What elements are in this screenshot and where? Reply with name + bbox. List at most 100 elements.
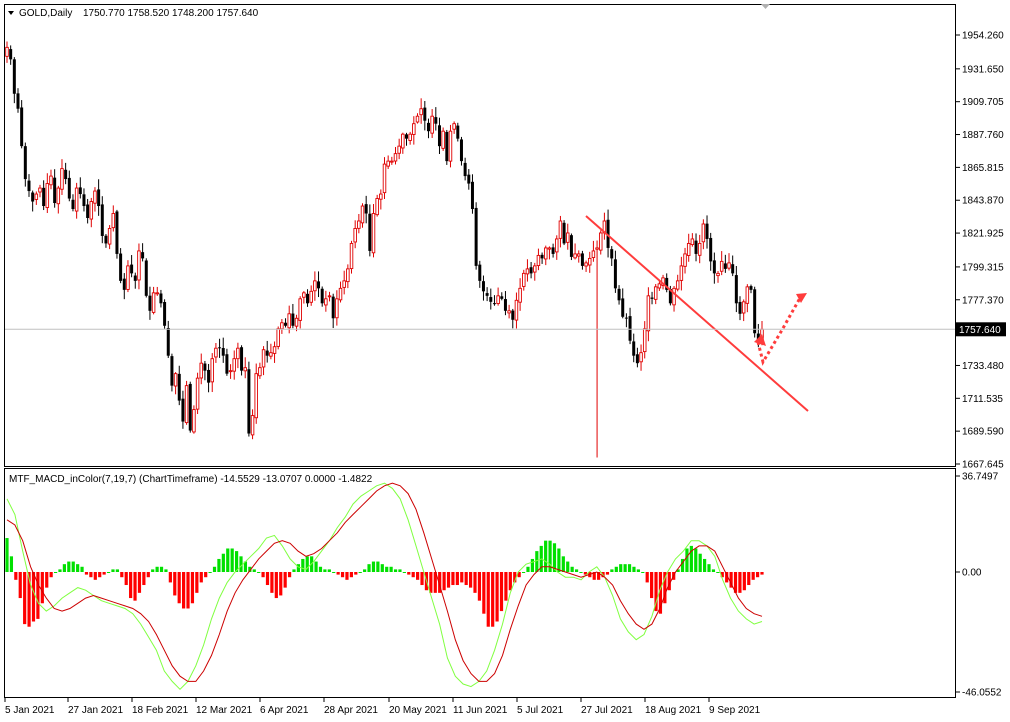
candle — [368, 204, 372, 257]
macd-histogram-bar — [393, 569, 398, 572]
candle — [613, 250, 617, 293]
macd-histogram-bar — [433, 572, 437, 593]
candle — [547, 246, 552, 260]
candle — [34, 191, 39, 205]
candle — [97, 179, 101, 216]
candle — [474, 202, 478, 270]
macd-histogram-bar — [402, 572, 406, 573]
candle — [56, 185, 61, 214]
candle — [511, 308, 515, 329]
candle — [437, 117, 441, 154]
candle — [566, 223, 570, 250]
candle — [562, 220, 566, 246]
candle — [342, 270, 346, 295]
candle — [544, 245, 548, 266]
candle — [144, 258, 148, 298]
candle — [653, 284, 658, 305]
candle — [382, 157, 387, 199]
candle — [496, 287, 500, 306]
macd-histogram-bar — [234, 551, 239, 572]
macd-histogram-bar — [663, 572, 667, 604]
candle — [426, 118, 430, 139]
x-tick-label: 18 Aug 2021 — [645, 705, 702, 716]
candle — [404, 132, 408, 146]
candle — [712, 252, 716, 284]
candle — [683, 247, 687, 274]
macd-histogram-bar — [760, 572, 764, 575]
macd-histogram-bar — [93, 572, 97, 580]
candle — [141, 243, 145, 262]
macd-histogram-bar — [204, 572, 208, 578]
candle — [188, 381, 192, 433]
x-tick-label: 20 May 2021 — [389, 705, 447, 716]
macd-histogram-bar — [711, 569, 716, 572]
macd-histogram-bar — [168, 572, 172, 583]
candle — [371, 204, 376, 258]
candle — [518, 278, 522, 311]
candle — [218, 338, 222, 358]
candle — [430, 109, 434, 138]
x-axis: 5 Jan 2021 27 Jan 2021 18 Feb 2021 12 Mar 2… — [4, 697, 761, 716]
candle — [719, 251, 724, 276]
macd-histogram-bar — [53, 572, 58, 573]
macd-histogram-bar — [574, 569, 579, 572]
macd-histogram-bar — [49, 572, 53, 578]
macd-histogram-bar — [570, 566, 574, 572]
macd-histogram-bar — [31, 572, 36, 622]
candle — [536, 248, 541, 271]
candle — [467, 169, 471, 190]
macd-histogram-bar — [636, 569, 640, 572]
macd-histogram-bar — [627, 564, 632, 572]
price-tick-label: 1843.870 — [962, 196, 1004, 207]
macd-histogram-bar — [491, 572, 495, 627]
candle — [621, 288, 625, 319]
macd-histogram-bar — [680, 558, 685, 572]
macd-histogram-bar — [301, 558, 305, 572]
candle — [503, 291, 507, 316]
macd-histogram-bar — [619, 564, 623, 572]
candle — [327, 291, 332, 302]
macd-histogram-bar — [729, 572, 733, 588]
macd-tick-label: -46.0552 — [962, 688, 1002, 699]
macd-histogram-bar — [504, 572, 508, 601]
price-tick-label: 1733.480 — [962, 361, 1004, 372]
candle — [606, 209, 610, 258]
candle — [265, 340, 269, 363]
candle — [346, 264, 350, 289]
trendline[interactable] — [585, 215, 809, 412]
macd-histogram-bar — [261, 572, 265, 578]
candle — [250, 409, 255, 440]
symbol-dropdown-icon[interactable] — [8, 11, 14, 15]
macd-histogram-bar — [685, 548, 689, 572]
candle — [401, 132, 405, 154]
candle — [694, 233, 698, 262]
macd-histogram-bar — [473, 572, 477, 593]
macd-histogram-bar — [420, 572, 424, 586]
candle — [287, 305, 291, 334]
x-tick-label: 11 Jun 2021 — [453, 705, 508, 716]
candle — [357, 214, 361, 234]
macd-histogram-bar — [349, 572, 353, 578]
macd-histogram-bar — [495, 572, 499, 622]
macd-histogram-bar — [614, 566, 618, 572]
chart-shift-marker[interactable] — [761, 4, 770, 9]
macd-histogram-bar — [199, 572, 203, 583]
indicator-label: MTF_MACD_inColor(7,19,7) (ChartTimeframe… — [9, 474, 373, 485]
candle — [16, 88, 20, 113]
forecast-arrow-down-icon — [754, 334, 766, 346]
price-tick-label: 1711.535 — [962, 394, 1003, 405]
macd-histogram-bar — [689, 545, 693, 572]
macd-histogram-bar — [226, 548, 230, 572]
macd-histogram-bar — [455, 572, 459, 586]
candle — [412, 116, 416, 145]
candle — [705, 215, 709, 249]
candle — [522, 269, 526, 291]
candle — [452, 121, 456, 134]
candle — [126, 260, 130, 293]
candle — [163, 299, 167, 329]
macd-histogram-bar — [243, 561, 248, 572]
candle — [587, 251, 592, 273]
candle — [107, 225, 112, 250]
price-candles — [5, 41, 809, 458]
candle — [364, 195, 368, 224]
